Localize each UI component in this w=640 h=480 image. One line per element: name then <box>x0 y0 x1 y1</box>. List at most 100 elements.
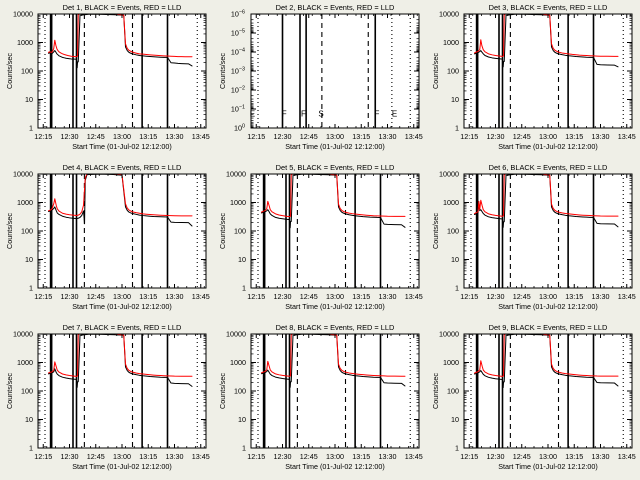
y-tick-label: 10000 <box>13 330 33 339</box>
x-tick-label: 12:45 <box>87 292 105 301</box>
y-axis-label: Counts/sec <box>5 373 14 409</box>
panel-title: Det 1, BLACK = Events, RED = LLD <box>63 3 182 12</box>
x-axis-label: Start Time (01-Jul-02 12:12:00) <box>498 142 597 151</box>
x-tick-label: 13:45 <box>618 132 636 141</box>
x-tick-label: 12:30 <box>487 132 505 141</box>
y-axis-label: Counts/sec <box>431 373 440 409</box>
y-tick-label: 1000 <box>230 358 246 367</box>
x-tick-label: 13:15 <box>565 452 583 461</box>
x-tick-label: 12:45 <box>87 132 105 141</box>
x-tick-label: 13:15 <box>139 132 157 141</box>
y-tick-label: 1 <box>29 444 33 453</box>
y-tick-label: 1000 <box>17 198 33 207</box>
series-lld <box>474 13 619 57</box>
x-tick-label: 13:00 <box>326 452 344 461</box>
x-tick-label: 12:15 <box>460 292 478 301</box>
x-axis-label: Start Time (01-Jul-02 12:12:00) <box>498 462 597 471</box>
x-tick-label: 13:45 <box>405 132 423 141</box>
x-tick-label: 13:45 <box>405 452 423 461</box>
flag-annotation: E <box>250 110 255 119</box>
y-tick-label: 1000 <box>17 38 33 47</box>
y-tick-label: 10 <box>451 415 459 424</box>
y-tick-label: 100 <box>21 387 33 396</box>
x-tick-label: 13:00 <box>113 132 131 141</box>
x-tick-label: 12:45 <box>300 292 318 301</box>
y-axis-label: Counts/sec <box>218 213 227 249</box>
x-axis-label: Start Time (01-Jul-02 12:12:00) <box>285 142 384 151</box>
y-tick-label: 100 <box>234 124 245 133</box>
plot-panel-det-5: 1 10 100 1000 10000 12:15 12:30 12:45 13:00 13:15… <box>213 160 426 320</box>
x-tick-label: 13:45 <box>192 132 210 141</box>
x-tick-label: 12:15 <box>34 452 52 461</box>
x-tick-label: 13:15 <box>565 132 583 141</box>
x-tick-label: 12:30 <box>274 132 292 141</box>
y-axis-label: Counts/sec <box>218 373 227 409</box>
x-axis-label: Start Time (01-Jul-02 12:12:00) <box>72 142 171 151</box>
y-tick-label: 10000 <box>439 10 459 19</box>
x-tick-label: 13:30 <box>379 452 397 461</box>
plot-panel-det-3: 1 10 100 1000 10000 12:15 12:30 12:45 13:00 13:15… <box>426 0 639 160</box>
x-tick-label: 13:45 <box>618 452 636 461</box>
panel-title: Det 7, BLACK = Events, RED = LLD <box>63 323 182 332</box>
x-tick-label: 13:45 <box>192 292 210 301</box>
y-tick-label: 1 <box>455 444 459 453</box>
y-tick-label: 10−6 <box>231 10 245 19</box>
y-tick-label: 10 <box>238 415 246 424</box>
x-tick-label: 13:00 <box>326 132 344 141</box>
x-tick-label: 12:30 <box>274 452 292 461</box>
y-tick-label: 100 <box>21 227 33 236</box>
x-tick-label: 12:30 <box>274 292 292 301</box>
plot-panel-det-4: 1 10 100 1000 10000 12:15 12:30 12:45 13:00 13:15… <box>0 160 213 320</box>
y-axis-label: Counts/sec <box>431 53 440 89</box>
y-tick-label: 1 <box>29 124 33 133</box>
x-tick-label: 12:45 <box>87 452 105 461</box>
x-tick-label: 13:30 <box>166 132 184 141</box>
y-tick-label: 10 <box>451 255 459 264</box>
x-axis-label: Start Time (01-Jul-02 12:12:00) <box>72 462 171 471</box>
y-axis-label: Counts/sec <box>5 53 14 89</box>
x-tick-label: 12:30 <box>61 292 79 301</box>
x-axis-label: Start Time (01-Jul-02 12:12:00) <box>285 462 384 471</box>
x-tick-label: 12:45 <box>513 292 531 301</box>
flag-annotation: F <box>282 110 287 119</box>
y-tick-label: 100 <box>21 67 33 76</box>
x-axis-label: Start Time (01-Jul-02 12:12:00) <box>498 302 597 311</box>
x-tick-label: 13:30 <box>379 292 397 301</box>
x-tick-label: 13:45 <box>405 292 423 301</box>
x-tick-label: 13:15 <box>352 452 370 461</box>
x-tick-label: 12:15 <box>247 132 265 141</box>
x-tick-label: 13:00 <box>539 452 557 461</box>
x-tick-label: 12:30 <box>61 452 79 461</box>
y-tick-label: 10 <box>25 95 33 104</box>
panel-title: Det 4, BLACK = Events, RED = LLD <box>63 163 182 172</box>
y-tick-label: 1 <box>455 284 459 293</box>
plot-panel-det-1: 1 10 100 1000 10000 12:15 12:30 12:45 13:00 13:15… <box>0 0 213 160</box>
x-tick-label: 12:15 <box>247 452 265 461</box>
x-tick-label: 13:00 <box>539 132 557 141</box>
flag-annotation: F <box>301 110 306 119</box>
x-tick-label: 12:15 <box>460 132 478 141</box>
x-tick-label: 13:15 <box>352 292 370 301</box>
flag-annotation: E <box>392 110 397 119</box>
x-tick-label: 13:30 <box>166 452 184 461</box>
panel-title: Det 2, BLACK = Events, RED = LLD <box>276 3 395 12</box>
y-axis-label: Counts/sec <box>218 53 227 89</box>
y-axis-label: Counts/sec <box>5 213 14 249</box>
y-tick-label: 10−1 <box>231 105 245 114</box>
x-tick-label: 13:15 <box>565 292 583 301</box>
x-tick-label: 12:15 <box>34 132 52 141</box>
panel-title: Det 6, BLACK = Events, RED = LLD <box>489 163 608 172</box>
y-tick-label: 10 <box>238 255 246 264</box>
x-tick-label: 12:30 <box>61 132 79 141</box>
x-tick-label: 12:45 <box>300 132 318 141</box>
y-axis-label: Counts/sec <box>431 213 440 249</box>
x-tick-label: 12:30 <box>487 452 505 461</box>
y-tick-label: 10000 <box>439 330 459 339</box>
y-tick-label: 10000 <box>226 170 246 179</box>
y-tick-label: 10000 <box>439 170 459 179</box>
y-tick-label: 1000 <box>230 198 246 207</box>
flag-annotation: F <box>375 110 380 119</box>
x-tick-label: 13:15 <box>139 452 157 461</box>
x-tick-label: 12:45 <box>513 132 531 141</box>
